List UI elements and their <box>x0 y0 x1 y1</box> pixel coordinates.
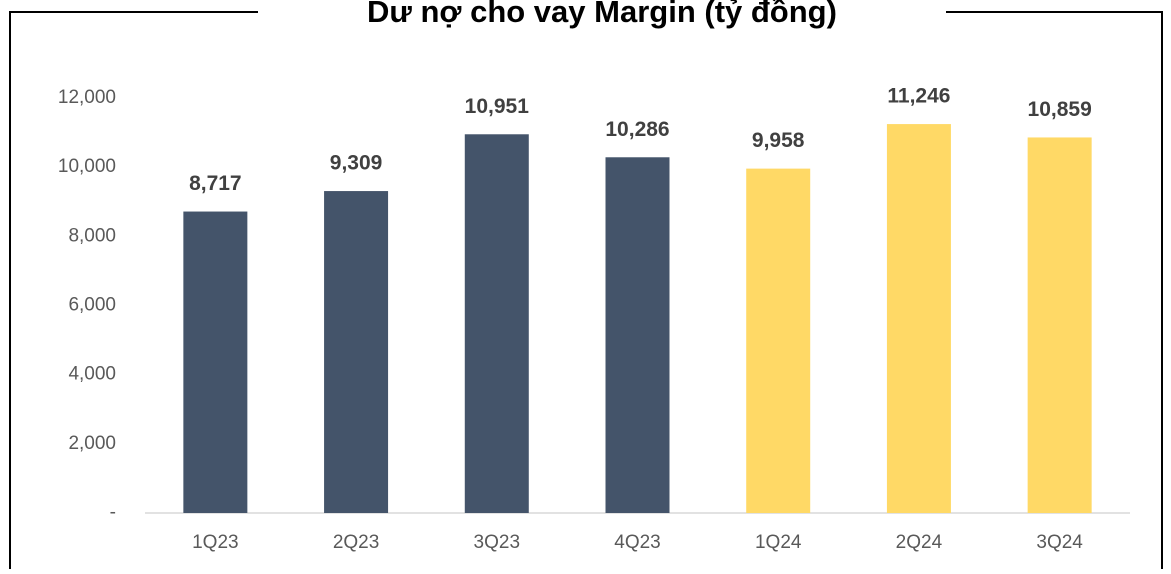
y-tick-label: 10,000 <box>58 156 116 177</box>
chart-title: Dư nợ cho vay Margin (tỷ đồng) <box>367 0 837 29</box>
y-tick-label: 4,000 <box>68 364 116 385</box>
x-tick-label: 1Q24 <box>755 532 802 553</box>
value-label: 11,246 <box>887 85 950 108</box>
bar <box>605 157 670 514</box>
value-label: 10,286 <box>605 118 669 141</box>
x-tick-label: 3Q24 <box>1036 532 1083 553</box>
y-tick-label: 6,000 <box>68 295 116 316</box>
x-tick-label: 1Q23 <box>192 532 238 553</box>
bar <box>1027 137 1092 513</box>
x-tick-label: 2Q24 <box>896 532 943 553</box>
x-tick-label: 4Q23 <box>614 532 660 553</box>
value-label: 10,951 <box>465 95 530 118</box>
bar <box>886 124 951 513</box>
value-label: 8,717 <box>189 172 242 195</box>
bar <box>324 191 389 513</box>
bar <box>183 211 248 513</box>
x-tick-label: 2Q23 <box>333 532 379 553</box>
y-tick-label: 12,000 <box>58 87 116 108</box>
value-label: 9,958 <box>752 129 805 152</box>
y-tick-label: 2,000 <box>68 433 116 454</box>
value-label: 9,309 <box>330 152 383 175</box>
bar <box>746 168 811 513</box>
bar <box>464 134 529 513</box>
y-tick-label: 8,000 <box>68 225 116 246</box>
y-tick-label: - <box>110 502 116 523</box>
x-tick-label: 3Q23 <box>474 532 520 553</box>
value-label: 10,859 <box>1028 98 1092 121</box>
frame <box>9 11 1163 569</box>
